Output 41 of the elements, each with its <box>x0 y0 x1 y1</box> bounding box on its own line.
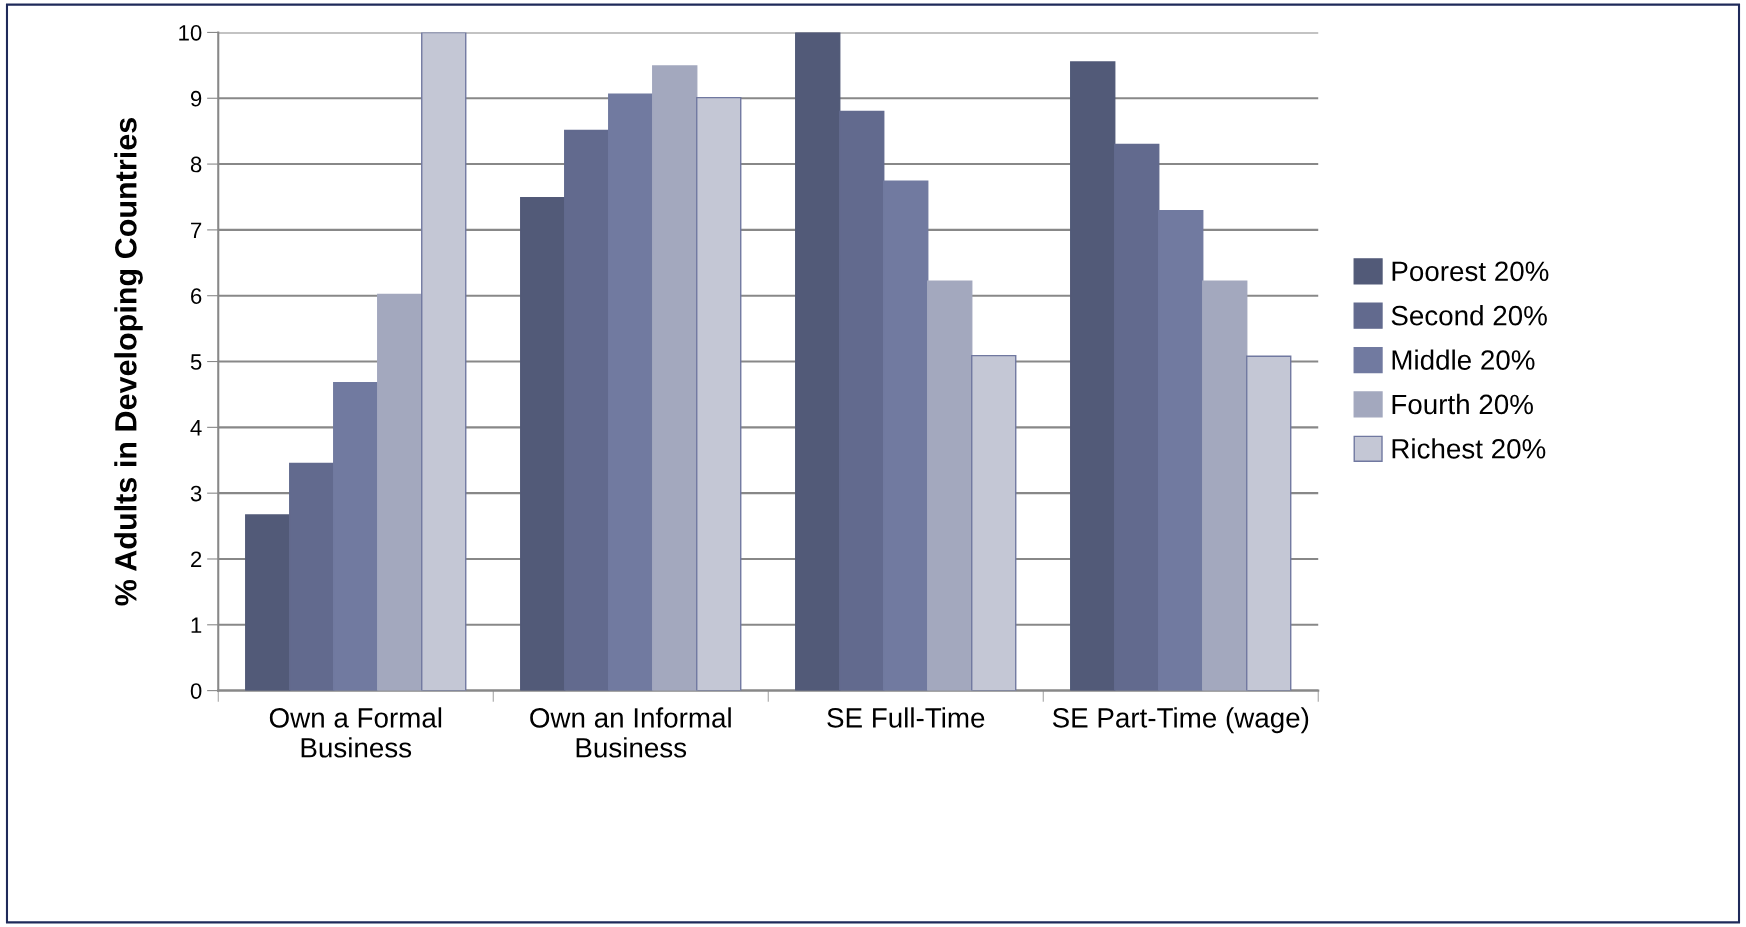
y-tick-label: 8 <box>190 156 202 173</box>
bar <box>1202 280 1248 691</box>
bar <box>883 180 929 691</box>
bar <box>971 354 1017 691</box>
bar <box>795 32 841 691</box>
y-tick-label: 0 <box>190 683 202 699</box>
bar <box>564 129 610 691</box>
bar <box>696 96 742 691</box>
legend-label: Middle 20% <box>1392 349 1535 370</box>
y-axis-title: % Adults in Developing Countries <box>114 118 143 606</box>
y-tick-label: 10 <box>179 24 202 41</box>
bar <box>927 280 973 691</box>
x-tick-label: Own a Formal Business <box>269 707 442 758</box>
legend-label: Fourth 20% <box>1392 393 1533 415</box>
x-tick-label: SE Part-Time (wage) <box>1052 707 1309 734</box>
bar <box>1158 210 1204 691</box>
bar <box>1070 61 1116 691</box>
bar <box>421 32 467 691</box>
y-tick-label: 5 <box>190 354 202 370</box>
legend-label: Richest 20% <box>1392 438 1546 459</box>
bar <box>289 462 335 691</box>
legend-label: Second 20% <box>1391 305 1547 326</box>
legend-label: Poorest 20% <box>1392 261 1549 282</box>
bar <box>1246 355 1292 691</box>
bar <box>333 381 379 691</box>
y-tick-label: 6 <box>191 288 202 304</box>
x-tick-label: SE Full-Time <box>827 707 985 728</box>
y-tick-label: 3 <box>190 485 202 502</box>
y-tick-label: 2 <box>191 551 202 568</box>
y-tick-label: 7 <box>191 222 202 238</box>
bar <box>839 110 885 691</box>
bar <box>652 65 698 691</box>
y-tick-label: 4 <box>190 420 202 436</box>
y-tick-label: 1 <box>191 617 202 633</box>
bar <box>1114 143 1160 691</box>
bar <box>377 293 423 691</box>
bar <box>608 93 654 691</box>
y-tick-label: 9 <box>190 90 202 107</box>
bar <box>245 514 291 691</box>
x-tick-label: Own an Informal Business <box>530 707 731 758</box>
bar <box>520 196 566 691</box>
